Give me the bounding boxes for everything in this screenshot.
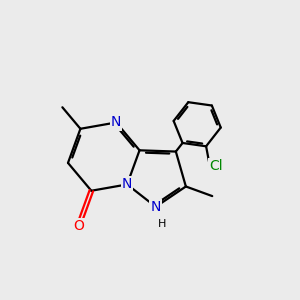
Text: N: N <box>111 116 122 130</box>
Text: N: N <box>151 200 161 214</box>
Text: N: N <box>122 177 132 191</box>
Text: O: O <box>73 219 84 233</box>
Text: Cl: Cl <box>209 159 223 173</box>
Text: H: H <box>158 219 166 229</box>
